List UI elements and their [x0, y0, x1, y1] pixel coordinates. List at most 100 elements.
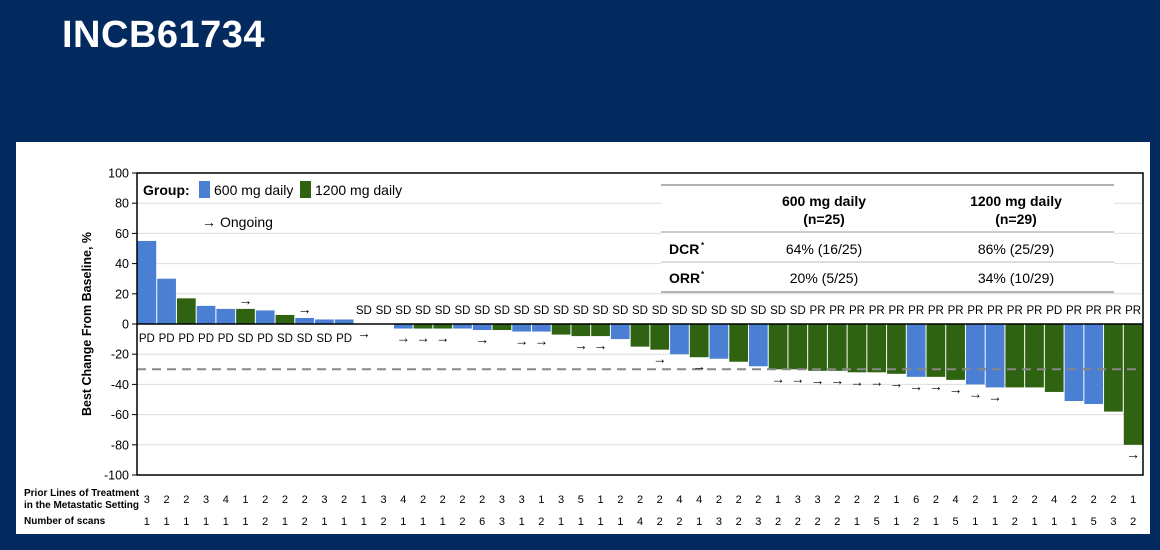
response-label: PD — [198, 333, 214, 345]
scan-count-value: 2 — [381, 516, 387, 528]
table-row-marker: * — [701, 241, 705, 250]
response-label: PR — [1007, 305, 1023, 317]
bar — [532, 324, 551, 332]
bar — [512, 324, 532, 332]
prior-lines-value: 1 — [1130, 494, 1136, 506]
scan-count-value: 1 — [578, 516, 584, 528]
ongoing-arrow: → — [238, 292, 252, 308]
bar — [965, 324, 985, 385]
table-cell: 64% (16/25) — [786, 241, 862, 257]
scan-count-value: 1 — [1051, 516, 1057, 528]
prior-lines-value: 1 — [893, 494, 899, 506]
bar — [472, 324, 492, 331]
response-label: SD — [750, 305, 766, 317]
bar — [946, 324, 965, 380]
prior-lines-value: 4 — [400, 494, 406, 506]
prior-lines-value: 3 — [144, 494, 150, 506]
table-cell: 34% (10/29) — [978, 270, 1054, 286]
response-label: SD — [790, 305, 806, 317]
prior-lines-value: 3 — [499, 494, 505, 506]
bar — [1123, 324, 1143, 445]
scan-count-value: 5 — [953, 516, 959, 528]
scan-count-value: 1 — [1071, 516, 1077, 528]
ongoing-arrow: → — [870, 373, 884, 389]
bar — [551, 324, 571, 335]
scan-count-value: 3 — [499, 516, 505, 528]
scan-count-value: 2 — [814, 516, 820, 528]
response-label: PR — [1105, 305, 1121, 317]
ongoing-arrow: → — [396, 330, 410, 346]
response-label: SD — [316, 333, 332, 345]
prior-lines-value: 4 — [1051, 494, 1057, 506]
bar — [591, 324, 610, 337]
legend-ongoing-label: Ongoing — [220, 214, 273, 230]
bar — [709, 324, 729, 359]
scan-count-value: 2 — [459, 516, 465, 528]
bar — [413, 324, 433, 329]
bar — [393, 324, 413, 329]
response-label: SD — [395, 305, 411, 317]
response-label: SD — [356, 305, 372, 317]
response-label: PD — [218, 333, 234, 345]
prior-lines-value: 2 — [183, 494, 189, 506]
prior-lines-value: 3 — [381, 494, 387, 506]
prior-lines-value: 1 — [361, 494, 367, 506]
response-label: SD — [731, 305, 747, 317]
grid-lines — [137, 202, 1143, 446]
response-label: SD — [711, 305, 727, 317]
scan-count-value: 1 — [893, 516, 899, 528]
prior-lines-value: 2 — [440, 494, 446, 506]
response-label: PR — [1027, 305, 1043, 317]
legend-swatch — [199, 181, 210, 198]
bar — [196, 305, 216, 324]
response-label: SD — [494, 305, 510, 317]
response-label: PD — [257, 333, 273, 345]
response-label: SD — [612, 305, 628, 317]
scan-count-value: 1 — [992, 516, 998, 528]
ongoing-arrow: → — [988, 388, 1002, 404]
prior-lines-value: 1 — [538, 494, 544, 506]
bar — [236, 308, 255, 324]
scan-count-value: 1 — [972, 516, 978, 528]
prior-lines-value: 3 — [795, 494, 801, 506]
ongoing-arrow: → — [515, 333, 529, 349]
table-column-n: (n=25) — [803, 211, 845, 227]
scan-count-value: 1 — [420, 516, 426, 528]
prior-lines-value: 1 — [775, 494, 781, 506]
ongoing-arrow: → — [909, 378, 923, 394]
y-tick-label: 100 — [108, 167, 129, 181]
scan-count-value: 1 — [1031, 516, 1037, 528]
bar — [176, 298, 196, 324]
scan-count-value: 1 — [361, 516, 367, 528]
scan-count-value: 3 — [716, 516, 722, 528]
response-label: PR — [888, 305, 904, 317]
response-label: SD — [514, 305, 530, 317]
prior-lines-value: 1 — [242, 494, 248, 506]
scan-count-value: 1 — [242, 516, 248, 528]
ongoing-arrow: → — [791, 370, 805, 386]
scan-count-value: 1 — [203, 516, 209, 528]
prior-lines-value: 2 — [459, 494, 465, 506]
table-cell: 20% (5/25) — [790, 270, 858, 286]
ongoing-arrow: → — [1126, 446, 1140, 462]
prior-lines-value: 2 — [341, 494, 347, 506]
table-row-label: ORR — [669, 270, 700, 286]
response-label: PR — [810, 305, 826, 317]
ongoing-arrow: → — [436, 330, 450, 346]
bar — [768, 324, 788, 370]
bar — [748, 324, 768, 367]
prior-lines-value: 4 — [953, 494, 959, 506]
prior-lines-value: 2 — [479, 494, 485, 506]
legend-swatch — [300, 181, 311, 198]
scan-count-value: 6 — [479, 516, 485, 528]
scan-count-value: 1 — [558, 516, 564, 528]
prior-lines-value: 2 — [420, 494, 426, 506]
bar — [808, 324, 827, 371]
ongoing-arrow: → — [594, 337, 608, 353]
scan-count-value: 1 — [933, 516, 939, 528]
bar — [1084, 324, 1104, 405]
scan-count-value: 1 — [144, 516, 150, 528]
bar — [1025, 324, 1044, 388]
